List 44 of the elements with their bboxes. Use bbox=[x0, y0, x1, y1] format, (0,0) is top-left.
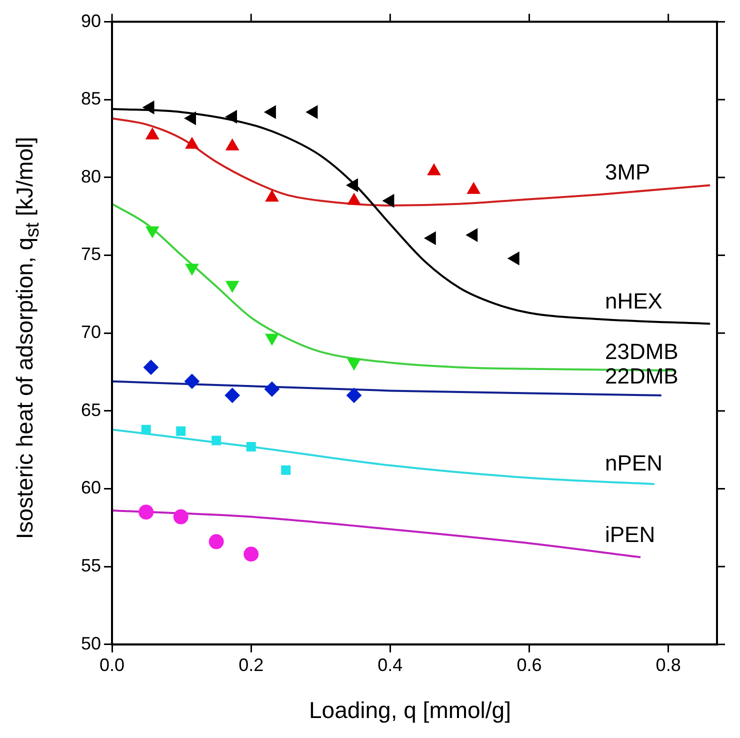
point bbox=[226, 110, 238, 124]
point bbox=[184, 374, 200, 389]
point bbox=[508, 252, 520, 265]
point bbox=[264, 382, 280, 397]
point bbox=[173, 509, 188, 524]
point bbox=[306, 106, 318, 119]
y-tick-label: 50 bbox=[80, 633, 102, 654]
point bbox=[246, 442, 256, 452]
series-label: 22DMB bbox=[605, 363, 678, 388]
point bbox=[346, 178, 358, 192]
x-tick-label: 0.0 bbox=[100, 655, 125, 676]
series-label: 3MP bbox=[605, 159, 650, 184]
point bbox=[264, 106, 276, 119]
y-tick-label: 60 bbox=[80, 478, 102, 498]
y-tick-label: 70 bbox=[80, 322, 102, 342]
point bbox=[208, 534, 224, 550]
y-tick-label: 55 bbox=[80, 556, 102, 576]
line-series bbox=[112, 117, 712, 206]
series-label: nHEX bbox=[605, 288, 663, 314]
x-tick-label: 0.6 bbox=[516, 655, 542, 676]
x-tick-label: 0.2 bbox=[238, 655, 264, 676]
point bbox=[143, 360, 158, 375]
point bbox=[176, 426, 186, 436]
x-axis-title: Loading, q [mmol/g] bbox=[308, 697, 512, 724]
series-label: iPEN bbox=[605, 522, 656, 547]
x-tick-label: 0.4 bbox=[378, 655, 403, 676]
y-tick-label: 85 bbox=[80, 88, 102, 109]
y-tick-label: 75 bbox=[80, 244, 102, 264]
point bbox=[382, 194, 394, 208]
series-label: 23DMB bbox=[605, 338, 678, 364]
point bbox=[281, 465, 291, 475]
y-tick-label: 65 bbox=[80, 400, 102, 420]
point bbox=[212, 436, 222, 446]
point bbox=[141, 424, 151, 434]
point bbox=[224, 388, 240, 403]
point bbox=[244, 546, 259, 562]
series-label: nPEN bbox=[605, 450, 662, 476]
point bbox=[138, 504, 154, 520]
y-tick-label: 80 bbox=[80, 166, 102, 186]
point bbox=[466, 228, 478, 242]
point bbox=[346, 388, 362, 403]
point bbox=[424, 232, 436, 245]
x-tick-label: 0.8 bbox=[656, 655, 681, 676]
y-tick-label: 90 bbox=[80, 10, 102, 31]
